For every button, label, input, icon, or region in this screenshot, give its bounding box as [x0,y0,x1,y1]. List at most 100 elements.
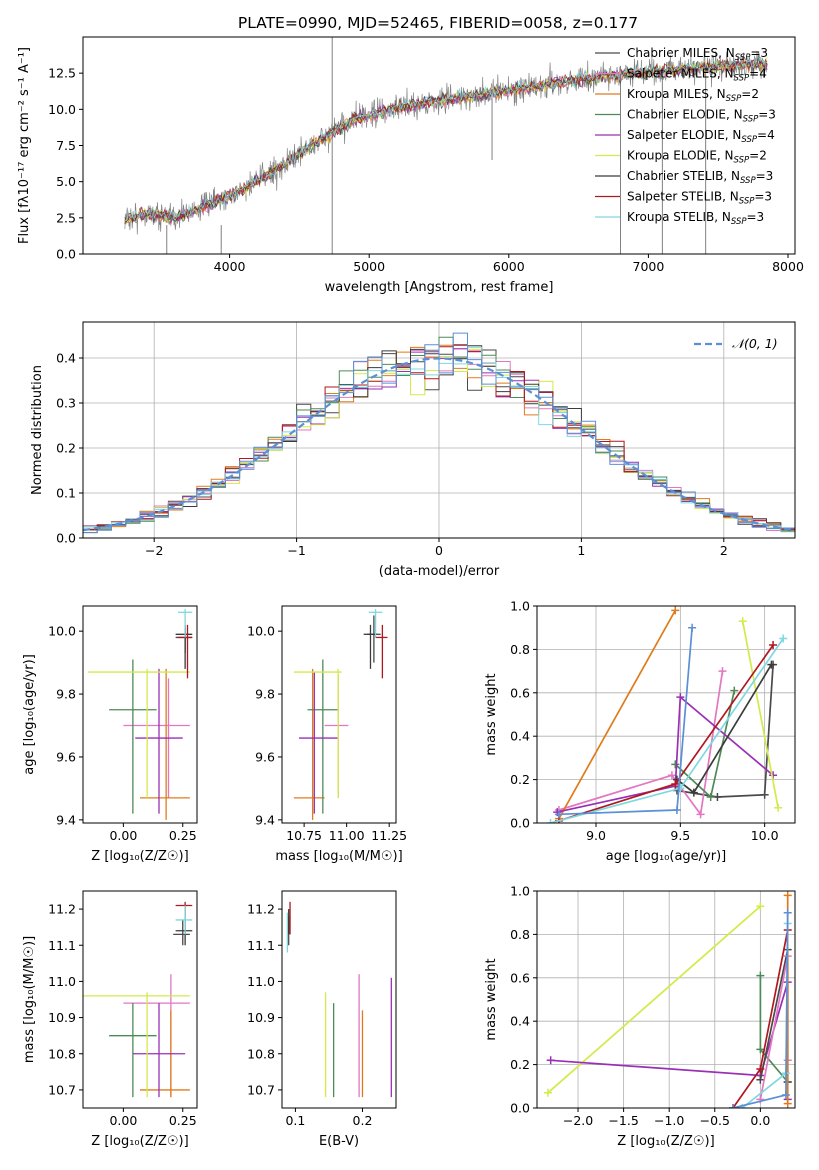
legend-label: Salpeter ELODIE, NSSP=4 [627,128,775,145]
y-tick-label: 9.4 [255,812,275,827]
x-axis-label: mass [log₁₀(M/M☉)] [275,849,402,864]
data-point [299,672,339,814]
panel-mass-vs-Z: 0.00 0.25 10.7 10.8 10.9 11.0 11.1 11.2 Z [log₁₀… [22,890,198,1149]
x-tick-label: 5000 [353,259,385,274]
y-tick-label: 0.0 [56,531,76,546]
mass-weight-marker [671,606,680,615]
y-tick-label: 0.3 [56,396,76,411]
x-tick-label: 0.25 [169,1113,197,1128]
panel-residuals: −2 −1 0 1 2 0.0 0.1 0.2 0.3 0.4 (data-model)/error… [30,321,796,579]
y-tick-label: 9.8 [56,687,76,702]
mass-weight-line [741,621,779,808]
y-tick-label: 11.0 [48,974,76,989]
mass-weight-marker [667,771,676,780]
panel-spectrum: 4000 5000 6000 7000 8000 0.0 2.5 5.0 7.5 10.0 12.5… [17,36,804,295]
data-point [375,624,388,679]
y-tick-label: 10.9 [247,1010,275,1025]
mass-weight-marker [756,1064,765,1073]
x-tick-label: 0.00 [109,1113,137,1128]
mass-weight-marker [767,660,776,669]
mass-weight-marker [554,810,563,819]
mass-weight-marker [546,1056,555,1065]
mass-weight-line [759,949,789,1082]
plot-area [286,901,392,1098]
x-tick-label: 0 [435,543,443,558]
x-tick-label: −1.0 [654,1113,684,1128]
mass-weight-marker [671,760,680,769]
panel-age-vs-Z: 0.00 0.25 9.4 9.6 9.8 10.0 Z [log₁₀(Z/Z☉)] age … [22,605,198,864]
legend-label: Kroupa ELODIE, NSSP=2 [627,149,767,166]
y-axis-label: mass weight [484,958,499,1040]
data-point [175,628,193,654]
plot-area [83,332,795,534]
mass-weight-marker [696,810,705,819]
mass-weight-marker [546,819,555,823]
x-tick-label: 0.00 [109,828,137,843]
plot-area [293,609,388,820]
y-tick-label: 10.9 [48,1010,76,1025]
data-point [293,668,325,820]
data-point [178,609,193,638]
data-point [368,609,383,638]
x-tick-label: 0.0 [750,1113,770,1128]
y-tick-label: 11.1 [247,938,275,953]
model-spectrum [124,57,768,221]
y-axis-label: age [log₁₀(age/yr)] [22,654,37,775]
y-tick-label: 0.4 [56,351,76,366]
x-axis-label: Z [log₁₀(Z/Z☉)] [91,849,188,864]
mass-weight-line [558,644,774,822]
y-axis-label: Flux [fλ10⁻¹⁷ erg cm⁻² s⁻¹ A⁻¹] [17,47,32,244]
y-axis-label: mass weight [484,673,499,755]
data-point [175,624,193,669]
plot-area [87,609,193,820]
data-point [135,668,183,814]
data-point [173,919,190,946]
x-axis-label: wavelength [Angstrom, rest frame] [325,280,554,295]
axes-frame [82,321,796,539]
x-tick-label: 4000 [214,259,246,274]
x-tick-label: 2 [720,543,728,558]
figure-title: PLATE=0990, MJD=52465, FIBERID=0058, z=0… [238,14,638,32]
panel-age-vs-mass: 10.75 11.00 11.25 9.4 9.6 9.8 10.0 mass [log₁₀(… [247,605,407,864]
y-tick-label: 9.6 [56,749,76,764]
axes-frame [536,605,796,824]
x-tick-label: 0.2 [353,1113,373,1128]
legend-label: Chabrier MILES, NSSP=3 [627,46,768,63]
mass-weight-marker [783,891,792,900]
plot-area [83,901,193,1098]
y-tick-label: 0.2 [510,772,530,787]
legend: Chabrier MILES, NSSP=3 Salpeter MILES, NS… [595,46,776,227]
x-tick-label: −1 [287,543,305,558]
mass-weight-line [676,664,774,798]
x-tick-label: 9.5 [670,828,690,843]
y-tick-label: 0.8 [510,927,530,942]
y-tick-label: 11.2 [247,902,275,917]
panel-mass-weight-vs-Z: −2.0 −1.5 −1.0 −0.5 0.0 0.0 0.2 0.4 0.6 0.8 1.0 Z [… [484,884,796,1149]
legend-label: Chabrier ELODIE, NSSP=3 [627,108,776,125]
model-spectrum [124,56,768,224]
data-point [109,1003,157,1098]
x-tick-label: 10.0 [751,828,779,843]
x-tick-label: 11.25 [371,828,407,843]
mass-weight-marker [713,792,722,801]
y-axis-label: Normed distribution [30,365,45,495]
y-tick-label: 9.8 [255,687,275,702]
mass-weight-marker [783,1099,792,1108]
x-tick-label: 11.00 [329,828,365,843]
mass-weight-marker [756,971,765,980]
y-tick-label: 0.0 [510,816,530,831]
mass-weight-line [547,905,761,1094]
y-tick-label: 10.0 [48,624,76,639]
data-point [175,901,193,917]
data-point [132,1003,186,1098]
mass-weight-marker [781,1090,790,1099]
y-tick-label: 0.2 [56,441,76,456]
data-point [324,675,349,798]
x-tick-label: −2 [145,543,163,558]
mass-weight-marker [688,623,697,632]
y-tick-label: 0.4 [510,1014,530,1029]
mass-weight-line [741,923,789,1108]
plot-area [124,37,768,254]
y-tick-label: 10.0 [48,102,76,117]
y-tick-label: 10.7 [48,1082,76,1097]
